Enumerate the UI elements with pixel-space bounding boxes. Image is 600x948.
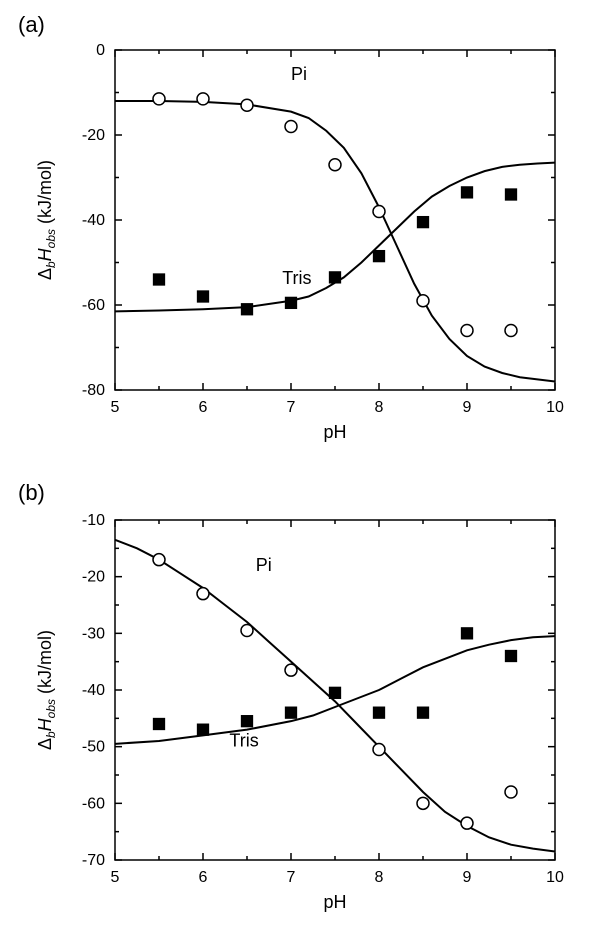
y-tick-label: -50 (82, 739, 105, 756)
x-tick-label: 9 (463, 869, 472, 886)
series-label-pi: Pi (291, 64, 307, 84)
marker-tris (374, 251, 385, 262)
marker-tris (330, 687, 341, 698)
y-tick-label: -30 (82, 625, 105, 642)
x-tick-label: 6 (199, 869, 208, 886)
marker-pi (241, 99, 253, 111)
x-tick-label: 8 (375, 399, 384, 416)
chart-b: 5 6 7 8 9 10 -70 -60 -50 -40 -30 -20 -10 pH ΔbHobs (kJ… (0, 470, 600, 948)
series-label-tris: Tris (282, 268, 311, 288)
x-tick-label: 7 (287, 399, 296, 416)
series-label-pi: Pi (256, 555, 272, 575)
marker-pi (505, 325, 517, 337)
marker-tris (154, 274, 165, 285)
x-tick-label: 7 (287, 869, 296, 886)
marker-tris (286, 297, 297, 308)
chart-b-svg: 5 6 7 8 9 10 -70 -60 -50 -40 -30 -20 -10 pH ΔbHobs (kJ… (0, 470, 600, 948)
x-tick-label: 8 (375, 869, 384, 886)
marker-tris (418, 217, 429, 228)
page: { "figure": { "width_px": 600, "height_p… (0, 0, 600, 948)
marker-tris (374, 707, 385, 718)
marker-tris (286, 707, 297, 718)
chart-a: 5 6 7 8 9 10 -80 -60 -40 -20 0 pH ΔbHobs (kJ/mol) Pi T… (0, 0, 600, 470)
x-tick-label: 10 (546, 399, 564, 416)
y-axis-title: ΔbHobs (kJ/mol) (35, 160, 58, 280)
marker-tris (198, 291, 209, 302)
marker-pi (153, 93, 165, 105)
y-axis-title: ΔbHobs (kJ/mol) (35, 630, 58, 750)
x-axis-title: pH (323, 892, 346, 912)
y-tick-label: -20 (82, 127, 105, 144)
marker-tris (242, 304, 253, 315)
marker-pi (373, 744, 385, 756)
y-tick-label: -40 (82, 682, 105, 699)
marker-pi (197, 588, 209, 600)
marker-tris (198, 724, 209, 735)
series-curve-tris (115, 163, 555, 312)
marker-pi (153, 554, 165, 566)
marker-pi (417, 295, 429, 307)
marker-tris (506, 189, 517, 200)
y-tick-label: 0 (96, 42, 105, 59)
series-curve-pi (115, 101, 555, 382)
marker-tris (242, 716, 253, 727)
x-tick-label: 5 (111, 399, 120, 416)
marker-pi (285, 121, 297, 133)
marker-pi (461, 817, 473, 829)
x-tick-label: 6 (199, 399, 208, 416)
marker-tris (506, 651, 517, 662)
y-tick-label: -10 (82, 512, 105, 529)
marker-tris (330, 272, 341, 283)
marker-tris (462, 187, 473, 198)
y-tick-label: -60 (82, 297, 105, 314)
marker-pi (373, 206, 385, 218)
marker-pi (461, 325, 473, 337)
marker-tris (418, 707, 429, 718)
y-tick-label: -80 (82, 382, 105, 399)
chart-a-svg: 5 6 7 8 9 10 -80 -60 -40 -20 0 pH ΔbHobs (kJ/mol) Pi T… (0, 0, 600, 470)
marker-tris (462, 628, 473, 639)
y-tick-label: -20 (82, 569, 105, 586)
x-tick-label: 10 (546, 869, 564, 886)
marker-pi (241, 625, 253, 637)
marker-pi (285, 664, 297, 676)
y-tick-label: -60 (82, 795, 105, 812)
x-tick-label: 5 (111, 869, 120, 886)
x-axis-title: pH (323, 422, 346, 442)
y-tick-label: -70 (82, 852, 105, 869)
marker-pi (417, 797, 429, 809)
series-label-tris: Tris (229, 731, 258, 751)
marker-pi (329, 159, 341, 171)
y-tick-label: -40 (82, 212, 105, 229)
marker-pi (197, 93, 209, 105)
marker-tris (154, 719, 165, 730)
marker-pi (505, 786, 517, 798)
x-tick-label: 9 (463, 399, 472, 416)
